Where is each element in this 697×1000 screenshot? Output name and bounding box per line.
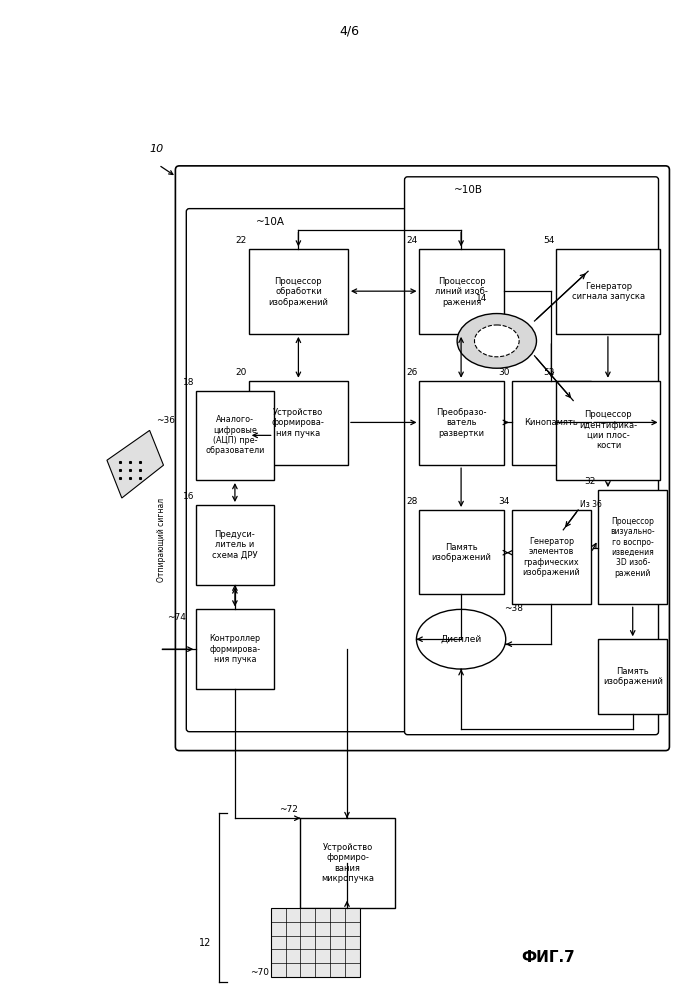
Bar: [300, 818, 395, 908]
Ellipse shape: [475, 325, 519, 357]
Ellipse shape: [416, 609, 506, 669]
Text: 20: 20: [236, 368, 247, 377]
Text: Предуси-
литель и
схема ДРУ: Предуси- литель и схема ДРУ: [212, 530, 258, 560]
Text: 4/6: 4/6: [339, 24, 359, 37]
Bar: [270, 908, 360, 977]
Text: Отпирающий сигнал: Отпирающий сигнал: [157, 498, 166, 582]
Bar: [197, 609, 274, 689]
Text: Устройство
формирова-
ния пучка: Устройство формирова- ния пучка: [272, 408, 325, 438]
Text: 10: 10: [150, 144, 164, 154]
Text: ~10A: ~10A: [256, 217, 285, 227]
Text: ~36: ~36: [157, 416, 176, 425]
Text: 28: 28: [406, 497, 418, 506]
Text: 30: 30: [498, 368, 510, 377]
Text: Преобразо-
ватель
развертки: Преобразо- ватель развертки: [436, 408, 487, 438]
Text: Память
изображений: Память изображений: [603, 667, 663, 686]
Text: Процессор
обработки
изображений: Процессор обработки изображений: [268, 277, 328, 307]
Text: Устройство
формиро-
вания
микропучка: Устройство формиро- вания микропучка: [321, 843, 374, 883]
Bar: [598, 490, 668, 604]
Text: Аналого-
цифровые
(АЦП) пре-
образователи: Аналого- цифровые (АЦП) пре- образовател…: [205, 415, 265, 455]
Text: 16: 16: [183, 492, 194, 501]
FancyBboxPatch shape: [176, 166, 669, 751]
Bar: [420, 510, 504, 594]
FancyBboxPatch shape: [404, 177, 659, 735]
Bar: [556, 249, 661, 334]
Text: ~70: ~70: [250, 968, 268, 977]
FancyBboxPatch shape: [186, 209, 411, 732]
Text: 52: 52: [543, 368, 554, 377]
Text: 24: 24: [406, 236, 418, 245]
Bar: [197, 505, 274, 585]
Text: Генератор
элементов
графических
изображений: Генератор элементов графических изображе…: [523, 537, 580, 577]
Text: Контроллер
формирова-
ния пучка: Контроллер формирова- ния пучка: [209, 634, 261, 664]
Text: Процессор
линий изоб-
ражения: Процессор линий изоб- ражения: [435, 277, 488, 307]
Bar: [556, 381, 661, 480]
Bar: [420, 249, 504, 334]
Ellipse shape: [457, 314, 537, 368]
Text: Кинопамять: Кинопамять: [525, 418, 579, 427]
Text: 12: 12: [199, 938, 211, 948]
Bar: [512, 381, 591, 465]
Text: 18: 18: [183, 378, 194, 387]
Text: Генератор
сигнала запуска: Генератор сигнала запуска: [572, 282, 645, 301]
Bar: [249, 249, 348, 334]
Bar: [512, 510, 591, 604]
Text: 34: 34: [498, 497, 510, 506]
Text: Процессор
визуально-
го воспро-
изведения
3D изоб-
ражений: Процессор визуально- го воспро- изведени…: [611, 517, 655, 578]
Text: ~72: ~72: [279, 805, 298, 814]
Bar: [249, 381, 348, 465]
Text: 32: 32: [585, 477, 596, 486]
Text: ~38: ~38: [504, 604, 523, 613]
Text: 54: 54: [543, 236, 554, 245]
Text: ~74: ~74: [167, 613, 186, 622]
Bar: [420, 381, 504, 465]
Bar: [197, 391, 274, 480]
Polygon shape: [107, 430, 164, 498]
Text: 22: 22: [236, 236, 247, 245]
Bar: [598, 639, 668, 714]
Text: Дисплей: Дисплей: [441, 635, 482, 644]
Text: ФИГ.7: ФИГ.7: [521, 950, 575, 965]
Text: ~10B: ~10B: [454, 185, 483, 195]
Text: Из 36: Из 36: [580, 500, 602, 509]
Text: 26: 26: [406, 368, 418, 377]
Text: Процессор
идентифика-
ции плос-
кости: Процессор идентифика- ции плос- кости: [579, 410, 638, 450]
Text: 14: 14: [475, 294, 487, 303]
Text: Память
изображений: Память изображений: [431, 543, 491, 562]
